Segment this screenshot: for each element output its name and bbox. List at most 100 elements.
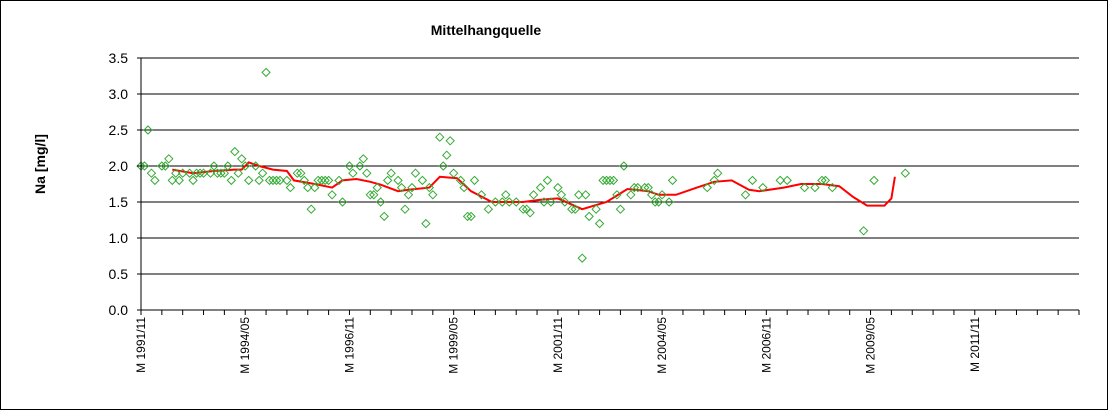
data-point (657, 190, 667, 200)
data-point (469, 175, 480, 186)
data-point (313, 175, 323, 186)
data-point (417, 175, 428, 186)
data-point (299, 175, 309, 186)
data-point (337, 197, 348, 207)
data-point (605, 175, 615, 186)
x-tick-labels: M 1991/11 M 1994/05 M 1996/11 M 1999/05 M 20… (134, 310, 1080, 374)
data-point (355, 161, 365, 171)
data-point (504, 197, 514, 207)
data-point (233, 168, 243, 178)
data-point (230, 146, 240, 157)
data-point (539, 197, 549, 207)
data-point (650, 197, 660, 207)
data-point (400, 204, 410, 214)
data-point (820, 175, 831, 186)
data-point (268, 175, 278, 186)
data-point (167, 175, 177, 186)
data-point (209, 161, 219, 171)
data-point (501, 190, 511, 200)
data-point (584, 211, 594, 222)
data-point (396, 182, 407, 193)
data-point (171, 168, 181, 178)
y-tick-label: 2.5 (109, 122, 129, 138)
data-point (490, 197, 501, 207)
data-point (243, 175, 254, 186)
data-point (348, 168, 358, 178)
data-point (664, 197, 674, 207)
data-point (344, 161, 355, 171)
data-point (424, 182, 435, 193)
data-point (442, 150, 452, 160)
data-point (445, 136, 455, 146)
data-point (303, 182, 313, 193)
data-point (320, 175, 330, 186)
x-tick-label: M 2009/05 (864, 317, 878, 374)
y-tick-label: 0.5 (109, 266, 129, 282)
data-point (191, 168, 202, 178)
y-tick-label: 2.0 (109, 158, 129, 174)
data-point (261, 67, 271, 78)
data-point (542, 175, 553, 186)
x-tick-label: M 1994/05 (238, 317, 252, 374)
data-point (435, 132, 445, 142)
data-point (747, 175, 758, 186)
data-point (782, 175, 792, 186)
data-point (240, 161, 250, 171)
data-point (386, 168, 396, 178)
data-point (365, 190, 375, 200)
data-point (316, 175, 327, 186)
data-point (393, 175, 403, 186)
data-point (296, 168, 306, 178)
data-point (577, 253, 587, 263)
data-point (511, 197, 521, 207)
x-tick-label: M 2011/11 (968, 317, 982, 372)
data-point (740, 190, 751, 200)
data-point (709, 175, 719, 186)
data-point (629, 182, 640, 193)
data-point (497, 197, 508, 207)
data-point (195, 168, 205, 178)
x-tick-label: M 1991/11 (134, 317, 148, 373)
data-point (139, 161, 150, 171)
data-point (164, 154, 174, 164)
y-tick-label: 1.5 (109, 194, 129, 210)
data-point (358, 154, 369, 164)
data-point (146, 168, 157, 178)
grid-lines (141, 57, 1079, 275)
data-point (257, 168, 268, 178)
data-point (594, 218, 605, 229)
data-point (160, 161, 171, 171)
data-point (143, 125, 153, 135)
data-point (702, 182, 712, 193)
data-point (407, 182, 417, 193)
data-point (382, 175, 393, 186)
data-point (646, 190, 657, 200)
y-tick-label: 0.0 (109, 302, 129, 318)
data-point (327, 190, 337, 200)
data-point (254, 175, 264, 186)
data-point (403, 190, 414, 200)
data-point (177, 168, 188, 178)
x-tick-label: M 2006/11 (759, 317, 773, 373)
data-point (226, 175, 237, 186)
data-point (438, 161, 448, 171)
data-point (250, 161, 261, 171)
data-point (198, 168, 209, 178)
data-point (518, 204, 528, 214)
trend-line (172, 161, 896, 211)
data-point (553, 182, 563, 193)
data-point (570, 204, 580, 214)
data-point (643, 182, 653, 193)
data-point (900, 168, 911, 178)
data-point (306, 204, 316, 214)
data-point (556, 190, 567, 200)
data-point (205, 168, 216, 178)
data-point (775, 175, 785, 186)
y-tick-label: 1.0 (109, 230, 129, 246)
data-point (619, 161, 629, 171)
data-point (410, 168, 421, 178)
data-point (379, 211, 389, 222)
data-point (560, 197, 570, 207)
chart-title: Mittelhangquelle (431, 22, 542, 38)
data-point (150, 175, 160, 186)
